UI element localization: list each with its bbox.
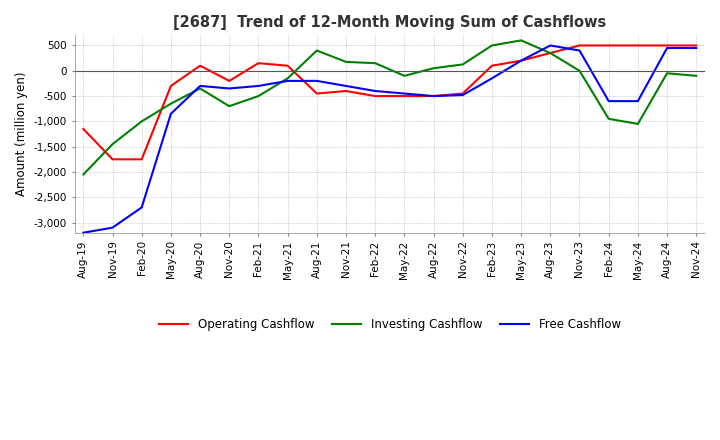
Free Cashflow	[575, 48, 584, 53]
Investing Cashflow	[312, 48, 321, 53]
Investing Cashflow	[371, 61, 379, 66]
Investing Cashflow	[459, 62, 467, 67]
Free Cashflow	[196, 83, 204, 88]
Operating Cashflow	[517, 58, 526, 63]
Free Cashflow	[487, 76, 496, 81]
Investing Cashflow	[487, 43, 496, 48]
Free Cashflow	[692, 45, 701, 51]
Free Cashflow	[662, 45, 671, 51]
Operating Cashflow	[575, 43, 584, 48]
Investing Cashflow	[283, 76, 292, 81]
Free Cashflow	[459, 92, 467, 98]
Operating Cashflow	[400, 93, 409, 99]
Investing Cashflow	[400, 73, 409, 78]
Operating Cashflow	[79, 126, 88, 132]
Free Cashflow	[225, 86, 233, 91]
Investing Cashflow	[575, 68, 584, 73]
Free Cashflow	[254, 83, 263, 88]
Investing Cashflow	[342, 59, 351, 65]
Operating Cashflow	[283, 63, 292, 68]
Line: Operating Cashflow: Operating Cashflow	[84, 45, 696, 159]
Operating Cashflow	[312, 91, 321, 96]
Operating Cashflow	[166, 83, 175, 88]
Free Cashflow	[604, 99, 613, 104]
Operating Cashflow	[662, 43, 671, 48]
Investing Cashflow	[225, 103, 233, 109]
Investing Cashflow	[429, 66, 438, 71]
Operating Cashflow	[546, 51, 554, 56]
Line: Investing Cashflow: Investing Cashflow	[84, 40, 696, 175]
Investing Cashflow	[138, 119, 146, 124]
Investing Cashflow	[196, 86, 204, 91]
Investing Cashflow	[166, 101, 175, 106]
Investing Cashflow	[662, 71, 671, 76]
Free Cashflow	[517, 58, 526, 63]
Y-axis label: Amount (million yen): Amount (million yen)	[15, 72, 28, 196]
Title: [2687]  Trend of 12-Month Moving Sum of Cashflows: [2687] Trend of 12-Month Moving Sum of C…	[173, 15, 606, 30]
Operating Cashflow	[138, 157, 146, 162]
Free Cashflow	[400, 91, 409, 96]
Investing Cashflow	[634, 121, 642, 127]
Operating Cashflow	[254, 61, 263, 66]
Operating Cashflow	[692, 43, 701, 48]
Operating Cashflow	[225, 78, 233, 84]
Operating Cashflow	[487, 63, 496, 68]
Free Cashflow	[108, 225, 117, 230]
Operating Cashflow	[342, 88, 351, 94]
Operating Cashflow	[429, 93, 438, 99]
Investing Cashflow	[692, 73, 701, 78]
Operating Cashflow	[196, 63, 204, 68]
Legend: Operating Cashflow, Investing Cashflow, Free Cashflow: Operating Cashflow, Investing Cashflow, …	[154, 314, 626, 336]
Free Cashflow	[429, 93, 438, 99]
Free Cashflow	[371, 88, 379, 94]
Free Cashflow	[283, 78, 292, 84]
Operating Cashflow	[634, 43, 642, 48]
Operating Cashflow	[371, 93, 379, 99]
Investing Cashflow	[108, 142, 117, 147]
Free Cashflow	[312, 78, 321, 84]
Operating Cashflow	[108, 157, 117, 162]
Line: Free Cashflow: Free Cashflow	[84, 45, 696, 233]
Investing Cashflow	[546, 51, 554, 56]
Free Cashflow	[634, 99, 642, 104]
Free Cashflow	[138, 205, 146, 210]
Free Cashflow	[166, 111, 175, 117]
Operating Cashflow	[604, 43, 613, 48]
Investing Cashflow	[604, 116, 613, 121]
Free Cashflow	[546, 43, 554, 48]
Free Cashflow	[342, 83, 351, 88]
Investing Cashflow	[517, 38, 526, 43]
Investing Cashflow	[79, 172, 88, 177]
Free Cashflow	[79, 230, 88, 235]
Investing Cashflow	[254, 93, 263, 99]
Operating Cashflow	[459, 91, 467, 96]
